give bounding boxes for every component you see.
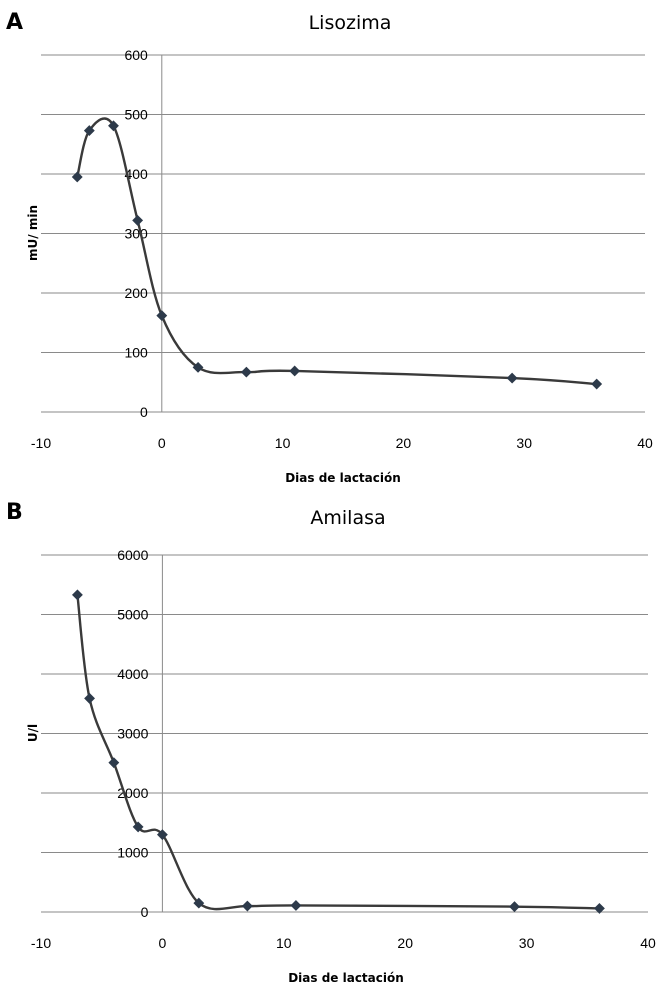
data-point bbox=[594, 903, 605, 914]
data-point bbox=[84, 692, 95, 704]
x-tick-label: 30 bbox=[516, 435, 532, 451]
y-tick-label: 6000 bbox=[117, 547, 148, 563]
y-tick-label: 400 bbox=[124, 166, 148, 182]
data-point bbox=[290, 900, 302, 911]
data-point bbox=[591, 378, 603, 390]
chart-title: Amilasa bbox=[310, 507, 385, 529]
data-point bbox=[71, 589, 83, 601]
data-point bbox=[506, 372, 518, 384]
series-line bbox=[76, 594, 600, 911]
data-point bbox=[289, 365, 301, 377]
panel-label: A bbox=[6, 10, 23, 35]
series-layer bbox=[71, 117, 603, 390]
y-tick-label: 0 bbox=[140, 404, 148, 420]
y-tick-label: 1000 bbox=[117, 845, 148, 861]
y-tick-label: 4000 bbox=[117, 666, 148, 682]
data-point bbox=[156, 829, 168, 841]
data-point bbox=[193, 897, 205, 909]
data-point bbox=[132, 821, 144, 833]
chart-title: Lisozima bbox=[309, 12, 392, 34]
y-tick-label: 500 bbox=[124, 107, 148, 123]
y-tick-label: 300 bbox=[124, 226, 148, 242]
data-point bbox=[241, 900, 253, 912]
x-tick-label: 10 bbox=[276, 935, 292, 951]
y-axis-label: mU/ min bbox=[26, 205, 40, 261]
y-tick-label: 100 bbox=[124, 345, 148, 361]
y-tick-label: 5000 bbox=[117, 607, 148, 623]
y-tick-label: 200 bbox=[124, 285, 148, 301]
x-tick-label: 20 bbox=[396, 435, 412, 451]
x-axis-label: Dias de lactación bbox=[285, 471, 401, 485]
panel-label: B bbox=[6, 500, 23, 525]
y-tick-label: 3000 bbox=[117, 726, 148, 742]
series-line bbox=[76, 117, 597, 386]
gridlines bbox=[41, 554, 648, 913]
x-tick-labels: -10 0 10 20 30 40 bbox=[31, 435, 653, 451]
data-point bbox=[108, 120, 119, 132]
data-point bbox=[83, 125, 95, 136]
y-tick-label: 600 bbox=[124, 47, 148, 63]
data-point bbox=[240, 366, 252, 378]
y-tick-label: 0 bbox=[141, 904, 149, 920]
data-point bbox=[71, 171, 83, 183]
data-point bbox=[509, 901, 520, 913]
data-point bbox=[156, 310, 168, 322]
x-tick-label: -10 bbox=[31, 435, 51, 451]
x-tick-label: 30 bbox=[519, 935, 535, 951]
x-tick-label: 40 bbox=[640, 935, 656, 951]
data-point bbox=[192, 361, 204, 373]
x-tick-label: 10 bbox=[275, 435, 291, 451]
x-tick-label: 0 bbox=[158, 435, 166, 451]
data-point bbox=[108, 757, 120, 769]
x-tick-label: 0 bbox=[159, 935, 167, 951]
series-layer bbox=[71, 589, 605, 914]
data-point bbox=[132, 214, 144, 226]
x-tick-labels: -10 0 10 20 30 40 bbox=[31, 935, 656, 951]
chart-panel-a: A Lisozima 0 100 200 300 400 500 600 -10 0 10 20 3… bbox=[6, 10, 653, 485]
x-tick-label: -10 bbox=[31, 935, 51, 951]
x-tick-label: 40 bbox=[637, 435, 653, 451]
y-axis-label: U/l bbox=[26, 724, 40, 742]
x-axis-label: Dias de lactación bbox=[288, 971, 404, 985]
x-tick-label: 20 bbox=[397, 935, 413, 951]
y-tick-labels: 0 100 200 300 400 500 600 bbox=[124, 47, 148, 420]
